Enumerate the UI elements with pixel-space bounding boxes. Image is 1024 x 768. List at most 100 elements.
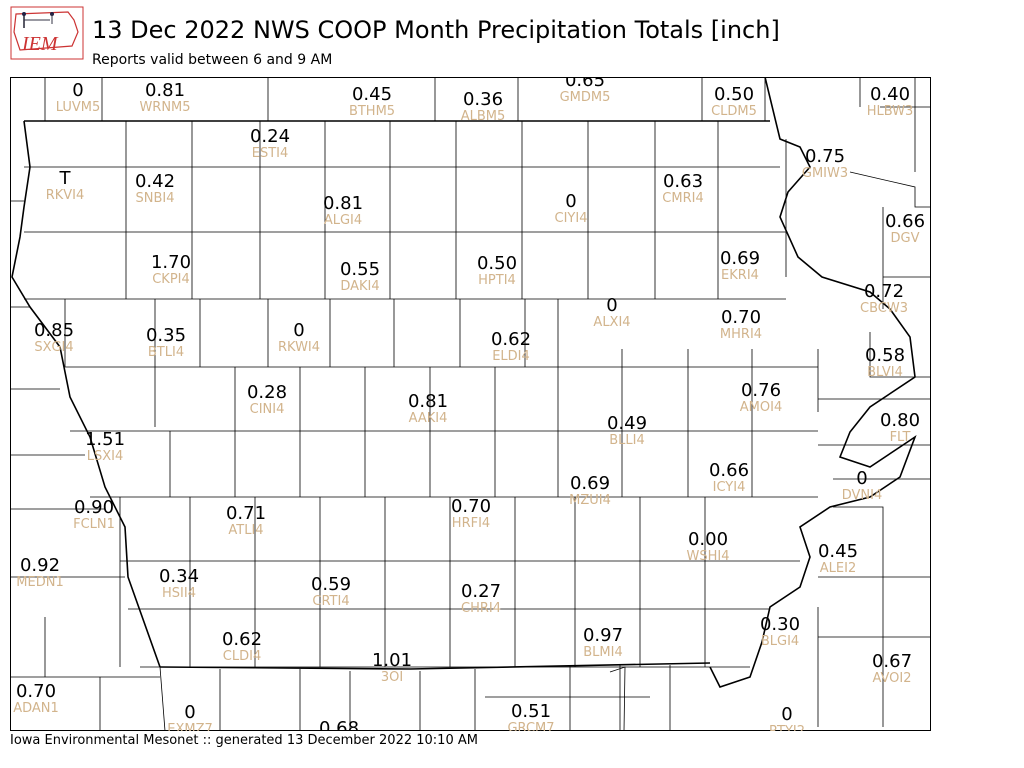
station-id: LUVM5 [56, 100, 101, 115]
station-id: ELDI4 [492, 349, 530, 364]
station-id: ALEI2 [820, 561, 856, 576]
station-id: RKVI4 [46, 188, 85, 203]
station-id: BLVI4 [867, 365, 903, 380]
logo-text: IEM [21, 33, 59, 55]
station-id: AVOI2 [872, 671, 911, 686]
station-id: DAKI4 [340, 279, 379, 294]
station-id: CHRI4 [461, 601, 501, 616]
station-id: MEDN1 [16, 575, 63, 590]
station-value: 0.70 [451, 496, 491, 517]
station-id: CLDI4 [223, 649, 261, 664]
station-value: 0 [72, 80, 83, 101]
station-value: 0.75 [805, 146, 845, 167]
station-value: 1.51 [85, 429, 125, 450]
station-id: GMIW3 [802, 166, 848, 181]
station-id: AAKI4 [409, 411, 448, 426]
station-id: WSHI4 [687, 549, 730, 564]
station-id: DVNI4 [842, 488, 883, 503]
station-value: 0.80 [880, 410, 920, 431]
station-value: 0.62 [222, 629, 262, 650]
station-value: 0.45 [352, 84, 392, 105]
station-id: RTYI2 [769, 724, 805, 731]
station-id: FCLN1 [73, 517, 115, 532]
station-value: 0.70 [721, 307, 761, 328]
map-frame [10, 77, 931, 731]
station-rtyi2: 0RTYI2 [769, 704, 805, 731]
station-value: 0.30 [760, 614, 800, 635]
station-id: BTHM5 [349, 104, 395, 119]
station-value: 0 [606, 295, 617, 316]
county-boundaries [10, 77, 931, 731]
station-id: HRFI4 [452, 516, 490, 531]
station-value: 0.00 [688, 529, 728, 550]
station-id: BLMI4 [583, 645, 622, 660]
station-id: CMRI4 [662, 191, 703, 206]
station-id: WRNM5 [139, 100, 190, 115]
station-layer: 0LUVM50.81WRNM50.45BTHM50.36ALBM50.65GMD… [13, 77, 925, 731]
station-id: HPTI4 [478, 273, 516, 288]
station-id: GMDM5 [560, 90, 611, 105]
station-value: 0.50 [477, 253, 517, 274]
station-value: 0.49 [607, 413, 647, 434]
station-value: 0.66 [709, 460, 749, 481]
station-id: ESTI4 [252, 146, 289, 161]
station-value: 0.76 [741, 380, 781, 401]
station-value: 0.68 [319, 718, 359, 731]
station-value: 0.92 [20, 555, 60, 576]
station-id: CRTI4 [312, 594, 349, 609]
footer-credit: Iowa Environmental Mesonet :: generated … [10, 733, 478, 748]
map-subtitle: Reports valid between 6 and 9 AM [92, 52, 333, 68]
station-value: 0.67 [872, 651, 912, 672]
station-id: ALGI4 [324, 213, 362, 228]
station-id: HSII4 [162, 586, 196, 601]
station-id: CIYI4 [555, 211, 588, 226]
station-value: 0.58 [865, 345, 905, 366]
station-value: 0 [293, 320, 304, 341]
station-value: 0 [856, 468, 867, 489]
station-id: MZUI4 [569, 493, 611, 508]
station-id: GRCM7 [507, 721, 554, 731]
station-value: 0.40 [870, 84, 910, 105]
station-value: 0.66 [885, 211, 925, 232]
station-value: 0.72 [864, 281, 904, 302]
station-id: EKRI4 [721, 268, 759, 283]
station-id: HLBW3 [867, 104, 914, 119]
station-value: 0.50 [714, 84, 754, 105]
station-value: 1.01 [372, 650, 412, 671]
